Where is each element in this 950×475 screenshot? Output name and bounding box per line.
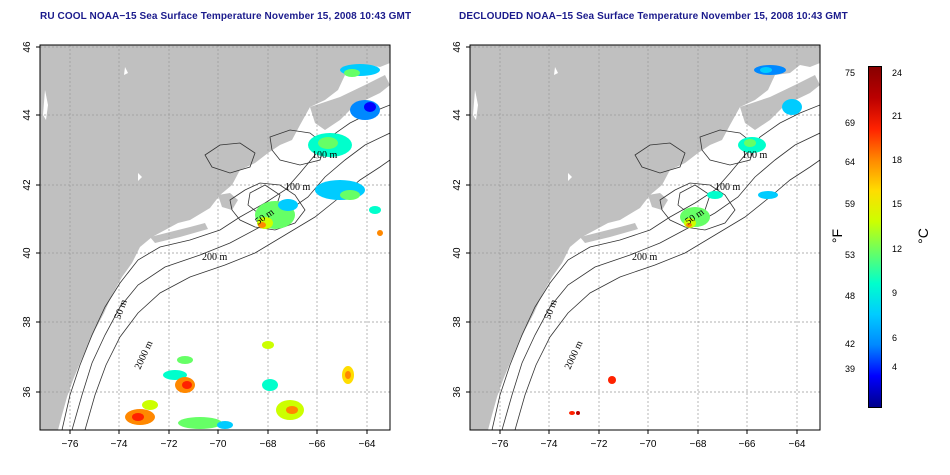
celsius-tick: 18 — [892, 155, 903, 165]
lon-tick-label: −68 — [690, 439, 707, 450]
lat-tick-label: 46 — [22, 41, 33, 53]
lake — [568, 173, 572, 181]
lon-tick-label: −72 — [591, 439, 608, 450]
map-frame — [469, 44, 821, 431]
lon-tick-label: −68 — [260, 439, 277, 450]
cape-cod — [648, 193, 668, 210]
lat-tick-label: 40 — [22, 247, 33, 259]
celsius-tick: 9 — [892, 288, 898, 298]
contour-label: 100 m — [715, 182, 741, 193]
right-map-title: DECLOUDED NOAA−15 Sea Surface Temperatur… — [459, 11, 848, 22]
sst-data-patches — [125, 64, 383, 429]
contour-label: 100 m — [312, 150, 338, 161]
contour-label: 200 m — [632, 252, 658, 263]
bathymetry-contours — [491, 104, 820, 430]
contour-label: 100 m — [285, 182, 311, 193]
celsius-tick: 15 — [892, 199, 903, 209]
fahrenheit-unit-label: °F — [829, 228, 846, 244]
lon-tick-label: −66 — [739, 439, 756, 450]
map-frame — [39, 44, 391, 431]
lat-tick-label: 38 — [22, 316, 33, 328]
long-island — [150, 223, 208, 243]
temperature-colorbar — [868, 66, 882, 408]
nova-scotia — [740, 75, 820, 130]
lon-tick-label: −64 — [359, 439, 376, 450]
lon-tick-label: −64 — [789, 439, 806, 450]
lon-tick-label: −74 — [111, 439, 128, 450]
lon-tick-label: −76 — [62, 439, 79, 450]
celsius-tick: 24 — [892, 68, 903, 78]
lon-tick-label: −70 — [210, 439, 227, 450]
lon-tick-label: −76 — [492, 439, 509, 450]
lat-tick-label: 44 — [22, 109, 33, 121]
right-sst-map: 100 m 100 m 50 m 200 m 50 m 2000 m 36 38… — [452, 41, 821, 450]
left-map-title: RU COOL NOAA−15 Sea Surface Temperature … — [40, 11, 412, 22]
lake — [43, 90, 48, 120]
long-island — [580, 223, 638, 243]
lat-axis: 36 38 40 42 44 46 — [452, 41, 470, 398]
lat-tick-label: 46 — [452, 41, 463, 53]
fahrenheit-tick: 48 — [845, 291, 856, 301]
fahrenheit-tick: 69 — [845, 118, 856, 128]
lake — [473, 90, 478, 120]
celsius-tick: 6 — [892, 333, 898, 343]
land-mass — [40, 45, 390, 430]
lat-tick-label: 36 — [22, 386, 33, 398]
lon-tick-label: −72 — [161, 439, 178, 450]
fahrenheit-tick: 39 — [845, 364, 856, 374]
lake — [138, 173, 142, 181]
fahrenheit-tick: 42 — [845, 339, 856, 349]
lat-tick-label: 44 — [452, 109, 463, 121]
celsius-tick: 12 — [892, 244, 903, 254]
lat-tick-label: 40 — [452, 247, 463, 259]
fahrenheit-tick: 59 — [845, 199, 856, 209]
lon-axis: −76 −74 −72 −70 −68 −66 −64 — [492, 430, 806, 450]
right-map-svg: 100 m 100 m 50 m 200 m 50 m 2000 m 36 38… — [452, 41, 821, 450]
contour-label: 100 m — [742, 150, 768, 161]
lon-tick-label: −74 — [541, 439, 558, 450]
lat-axis: 36 38 40 42 44 46 — [22, 41, 40, 398]
lake — [554, 67, 558, 75]
lon-axis: −76 −74 −72 −70 −68 −66 −64 — [62, 430, 376, 450]
sst-data-patches — [569, 65, 802, 415]
fahrenheit-tick: 53 — [845, 250, 856, 260]
lat-tick-label: 42 — [22, 179, 33, 191]
cape-cod — [218, 193, 238, 210]
celsius-tick: 21 — [892, 111, 903, 121]
celsius-unit-label: °C — [914, 228, 931, 244]
lat-tick-label: 36 — [452, 386, 463, 398]
fahrenheit-tick: 75 — [845, 68, 856, 78]
lat-tick-label: 42 — [452, 179, 463, 191]
fahrenheit-tick: 64 — [845, 157, 856, 167]
land-mass — [470, 45, 820, 430]
lat-tick-label: 38 — [452, 316, 463, 328]
contour-label: 200 m — [202, 252, 228, 263]
celsius-tick: 4 — [892, 362, 898, 372]
lon-tick-label: −70 — [640, 439, 657, 450]
lon-tick-label: −66 — [309, 439, 326, 450]
left-sst-map: 100 m 100 m 50 m 200 m 50 m 2000 m 36 38… — [22, 41, 391, 450]
left-map-svg: 100 m 100 m 50 m 200 m 50 m 2000 m 36 38… — [22, 41, 391, 450]
nova-scotia — [310, 75, 390, 130]
lake — [124, 67, 128, 75]
